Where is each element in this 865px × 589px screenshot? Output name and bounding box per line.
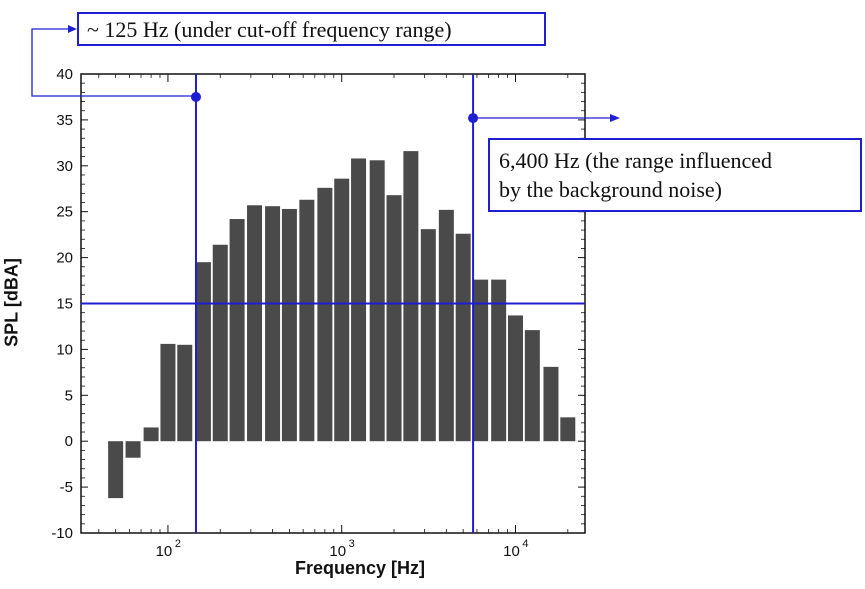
left-connector-line [31,28,197,97]
bar-400hz [265,206,281,442]
cutoff-annotation-text: ~ 125 Hz (under cut-off frequency range) [87,17,452,42]
x-tick-label: 10 2 [156,538,181,560]
y-tick-label: 20 [56,250,73,267]
bar-630hz [299,199,315,442]
y-tick-label: -5 [60,479,73,496]
y-tick-label: 40 [56,66,73,83]
bar-80hz [143,427,159,442]
y-tick-label: 30 [56,158,73,175]
y-axis-title: SPL [dBA] [1,258,22,347]
y-tick-label: -10 [51,525,73,542]
y-tick-label: 25 [56,204,73,221]
bar-800hz [317,187,333,442]
y-tick-label: 15 [56,296,73,313]
x-tick-label-exponent: 3 [349,538,355,550]
bar-1000hz [334,178,350,442]
bars-layer [108,151,576,499]
bar-16000hz [543,366,559,442]
x-tick-label: 10 3 [329,538,354,560]
bar-125hz [177,344,193,442]
y-tick-label: 10 [56,341,73,358]
bar-2500hz [403,151,419,442]
background-noise-annotation-box: 6,400 Hz (the range influenced by the ba… [488,138,862,212]
bar-8000hz [491,279,507,442]
x-tick-label-exponent: 2 [175,538,181,550]
bar-6300hz [473,279,489,442]
y-tick-label: 0 [65,433,73,450]
markers-layer [190,91,479,124]
bar-63hz [125,441,141,458]
reference-lines-layer [81,74,585,533]
x-axis-title: Frequency [Hz] [294,558,426,578]
y-tick-label: 35 [56,112,73,129]
bar-160hz [195,262,211,442]
bar-50hz [108,441,124,499]
reference-marker-dot [468,113,479,124]
bar-20000hz [560,417,576,442]
bar-12500hz [524,330,540,442]
x-tick-label-exponent: 4 [522,538,528,550]
background-noise-annotation-line-1: 6,400 Hz (the range influenced [499,148,773,173]
x-tick-label-base: 10 [503,543,520,560]
bar-4000hz [438,209,454,442]
x-tick-label-base: 10 [156,543,173,560]
x-tick-label-base: 10 [329,543,346,560]
bar-10000hz [507,315,523,442]
x-tick-label: 10 4 [503,538,528,560]
reference-marker-dot [190,91,201,102]
bar-5000hz [455,233,471,442]
bar-250hz [229,219,245,442]
bar-2000hz [386,195,402,442]
bar-315hz [247,205,263,442]
connector-layer [31,25,620,122]
right-connector-arrowhead [610,114,620,122]
bar-1250hz [351,158,367,442]
bar-3150hz [420,229,436,442]
bar-100hz [160,343,176,442]
y-tick-label: 5 [65,387,73,404]
left-connector-arrowhead [68,25,77,33]
bar-200hz [212,244,228,442]
bar-500hz [281,208,297,442]
cutoff-annotation-box: ~ 125 Hz (under cut-off frequency range) [77,12,546,46]
background-noise-annotation-line-2: by the background noise) [499,177,722,202]
bar-1600hz [369,160,385,442]
